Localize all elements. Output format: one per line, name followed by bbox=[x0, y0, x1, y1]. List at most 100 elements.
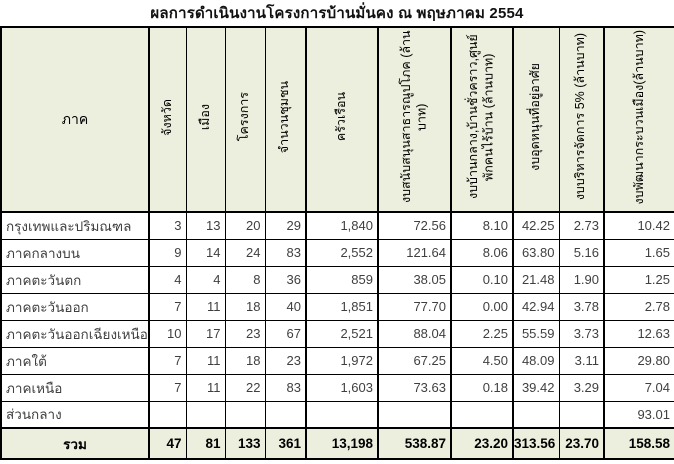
column-header-utility-budget: งบสนับสนุนสาธารณูปโภค (ล้านบาท) bbox=[378, 27, 452, 213]
region-cell: ภาคตะวันตก bbox=[1, 266, 150, 294]
column-header-label: งบสนับสนุนสาธารณูปโภค (ล้านบาท) bbox=[398, 30, 429, 204]
value-cell: 1.25 bbox=[604, 266, 674, 294]
region-cell: ภาคตะวันออกเฉียงเหนือ bbox=[1, 320, 150, 348]
value-cell: 2.78 bbox=[604, 293, 674, 321]
column-header-city-process-budget: งบพัฒนากระบวนเมือง(ล้านบาท) bbox=[604, 27, 674, 213]
value-cell: 2.25 bbox=[451, 320, 514, 348]
column-header-region: ภาค bbox=[1, 27, 150, 213]
total-value-cell: 81 bbox=[186, 427, 226, 459]
total-value-cell: 538.87 bbox=[378, 427, 452, 459]
total-value-cell: 133 bbox=[225, 427, 266, 459]
value-cell: 77.70 bbox=[378, 293, 452, 321]
value-cell: 67 bbox=[265, 320, 307, 348]
total-value-cell: 361 bbox=[265, 427, 307, 459]
value-cell: 83 bbox=[265, 374, 307, 402]
value-cell: 48.09 bbox=[513, 347, 560, 375]
region-cell: ส่วนกลาง bbox=[1, 401, 150, 429]
value-cell: 7 bbox=[149, 374, 187, 402]
column-header-label: งบบ้านกลาง,บ้านชั่วคราว,ศูนย์พักคนไร้บ้า… bbox=[466, 34, 496, 200]
column-header-housing-subsidy: งบอุดหนุนที่อยู่อาศัย bbox=[513, 27, 560, 213]
value-cell: 8.06 bbox=[451, 239, 514, 267]
value-cell: 29 bbox=[265, 212, 307, 240]
total-row: รวม 47 81 133 361 13,198 538.87 23.20 31… bbox=[1, 427, 674, 459]
value-cell: 40 bbox=[265, 293, 307, 321]
value-cell: 18 bbox=[225, 347, 266, 375]
value-cell bbox=[186, 401, 226, 429]
value-cell: 17 bbox=[186, 320, 226, 348]
value-cell: 24 bbox=[225, 239, 266, 267]
total-value-cell: 313.56 bbox=[513, 427, 560, 459]
value-cell: 93.01 bbox=[604, 401, 674, 429]
table-row: ภาคตะวันตก 4 4 8 36 859 38.05 0.10 21.48… bbox=[1, 266, 674, 294]
table-row: กรุงเทพและปริมณฑล 3 13 20 29 1,840 72.56… bbox=[1, 212, 674, 240]
column-header-label: งบพัฒนากระบวนเมือง(ล้านบาท) bbox=[631, 29, 646, 205]
table-row: ภาคกลางบน 9 14 24 83 2,552 121.64 8.06 6… bbox=[1, 239, 674, 267]
region-cell: ภาคเหนือ bbox=[1, 374, 150, 402]
value-cell: 55.59 bbox=[513, 320, 560, 348]
total-value-cell: 23.70 bbox=[559, 427, 605, 459]
value-cell: 1,603 bbox=[306, 374, 379, 402]
table-body: กรุงเทพและปริมณฑล 3 13 20 29 1,840 72.56… bbox=[1, 212, 674, 459]
value-cell: 11 bbox=[186, 374, 226, 402]
column-header-project: โครงการ bbox=[225, 27, 266, 213]
table-row: ส่วนกลาง 93.01 bbox=[1, 401, 674, 429]
value-cell: 42.94 bbox=[513, 293, 560, 321]
value-cell: 7 bbox=[149, 347, 187, 375]
region-cell: ภาคกลางบน bbox=[1, 239, 150, 267]
value-cell: 22 bbox=[225, 374, 266, 402]
column-header-label: งบอุดหนุนที่อยู่อาศัย bbox=[528, 63, 543, 171]
value-cell: 11 bbox=[186, 293, 226, 321]
value-cell: 63.80 bbox=[513, 239, 560, 267]
header-row: ภาค จังหวัด เมือง โครงการ จำนวนชุมชน ครั… bbox=[1, 27, 674, 213]
value-cell: 3 bbox=[149, 212, 187, 240]
total-value-cell: 23.20 bbox=[451, 427, 514, 459]
value-cell bbox=[149, 401, 187, 429]
column-header-label: ครัวเรือน bbox=[334, 92, 349, 142]
value-cell: 72.56 bbox=[378, 212, 452, 240]
column-header-label: จำนวนชุมชน bbox=[277, 80, 292, 154]
value-cell bbox=[306, 401, 379, 429]
total-label-cell: รวม bbox=[1, 427, 150, 459]
value-cell bbox=[378, 401, 452, 429]
value-cell: 1,840 bbox=[306, 212, 379, 240]
table-row: ภาคใต้ 7 11 18 23 1,972 67.25 4.50 48.09… bbox=[1, 347, 674, 375]
table-row: ภาคเหนือ 7 11 22 83 1,603 73.63 0.18 39.… bbox=[1, 374, 674, 402]
value-cell: 42.25 bbox=[513, 212, 560, 240]
value-cell bbox=[451, 401, 514, 429]
value-cell: 7.04 bbox=[604, 374, 674, 402]
value-cell: 3.29 bbox=[559, 374, 605, 402]
value-cell bbox=[225, 401, 266, 429]
total-value-cell: 158.58 bbox=[604, 427, 674, 459]
table-row: ภาคตะวันออกเฉียงเหนือ 10 17 23 67 2,521 … bbox=[1, 320, 674, 348]
value-cell: 73.63 bbox=[378, 374, 452, 402]
value-cell: 7 bbox=[149, 293, 187, 321]
value-cell: 0.00 bbox=[451, 293, 514, 321]
value-cell: 859 bbox=[306, 266, 379, 294]
region-cell: ภาคตะวันออก bbox=[1, 293, 150, 321]
value-cell: 12.63 bbox=[604, 320, 674, 348]
value-cell: 20 bbox=[225, 212, 266, 240]
value-cell: 10.42 bbox=[604, 212, 674, 240]
value-cell: 18 bbox=[225, 293, 266, 321]
value-cell: 8.10 bbox=[451, 212, 514, 240]
value-cell: 39.42 bbox=[513, 374, 560, 402]
value-cell: 0.10 bbox=[451, 266, 514, 294]
total-value-cell: 47 bbox=[149, 427, 187, 459]
table-header: ภาค จังหวัด เมือง โครงการ จำนวนชุมชน ครั… bbox=[1, 27, 674, 213]
value-cell: 3.11 bbox=[559, 347, 605, 375]
column-header-province: จังหวัด bbox=[149, 27, 187, 213]
column-header-label: โครงการ bbox=[237, 92, 252, 142]
value-cell: 21.48 bbox=[513, 266, 560, 294]
column-header-shelter-budget: งบบ้านกลาง,บ้านชั่วคราว,ศูนย์พักคนไร้บ้า… bbox=[451, 27, 514, 213]
value-cell: 121.64 bbox=[378, 239, 452, 267]
value-cell: 4 bbox=[186, 266, 226, 294]
table-row: ภาคตะวันออก 7 11 18 40 1,851 77.70 0.00 … bbox=[1, 293, 674, 321]
value-cell: 2,521 bbox=[306, 320, 379, 348]
value-cell: 1,972 bbox=[306, 347, 379, 375]
value-cell bbox=[559, 401, 605, 429]
column-header-households: ครัวเรือน bbox=[306, 27, 379, 213]
value-cell bbox=[513, 401, 560, 429]
column-header-label: งบบริหารจัดการ 5% (ล้านบาท) bbox=[573, 33, 588, 201]
value-cell: 83 bbox=[265, 239, 307, 267]
